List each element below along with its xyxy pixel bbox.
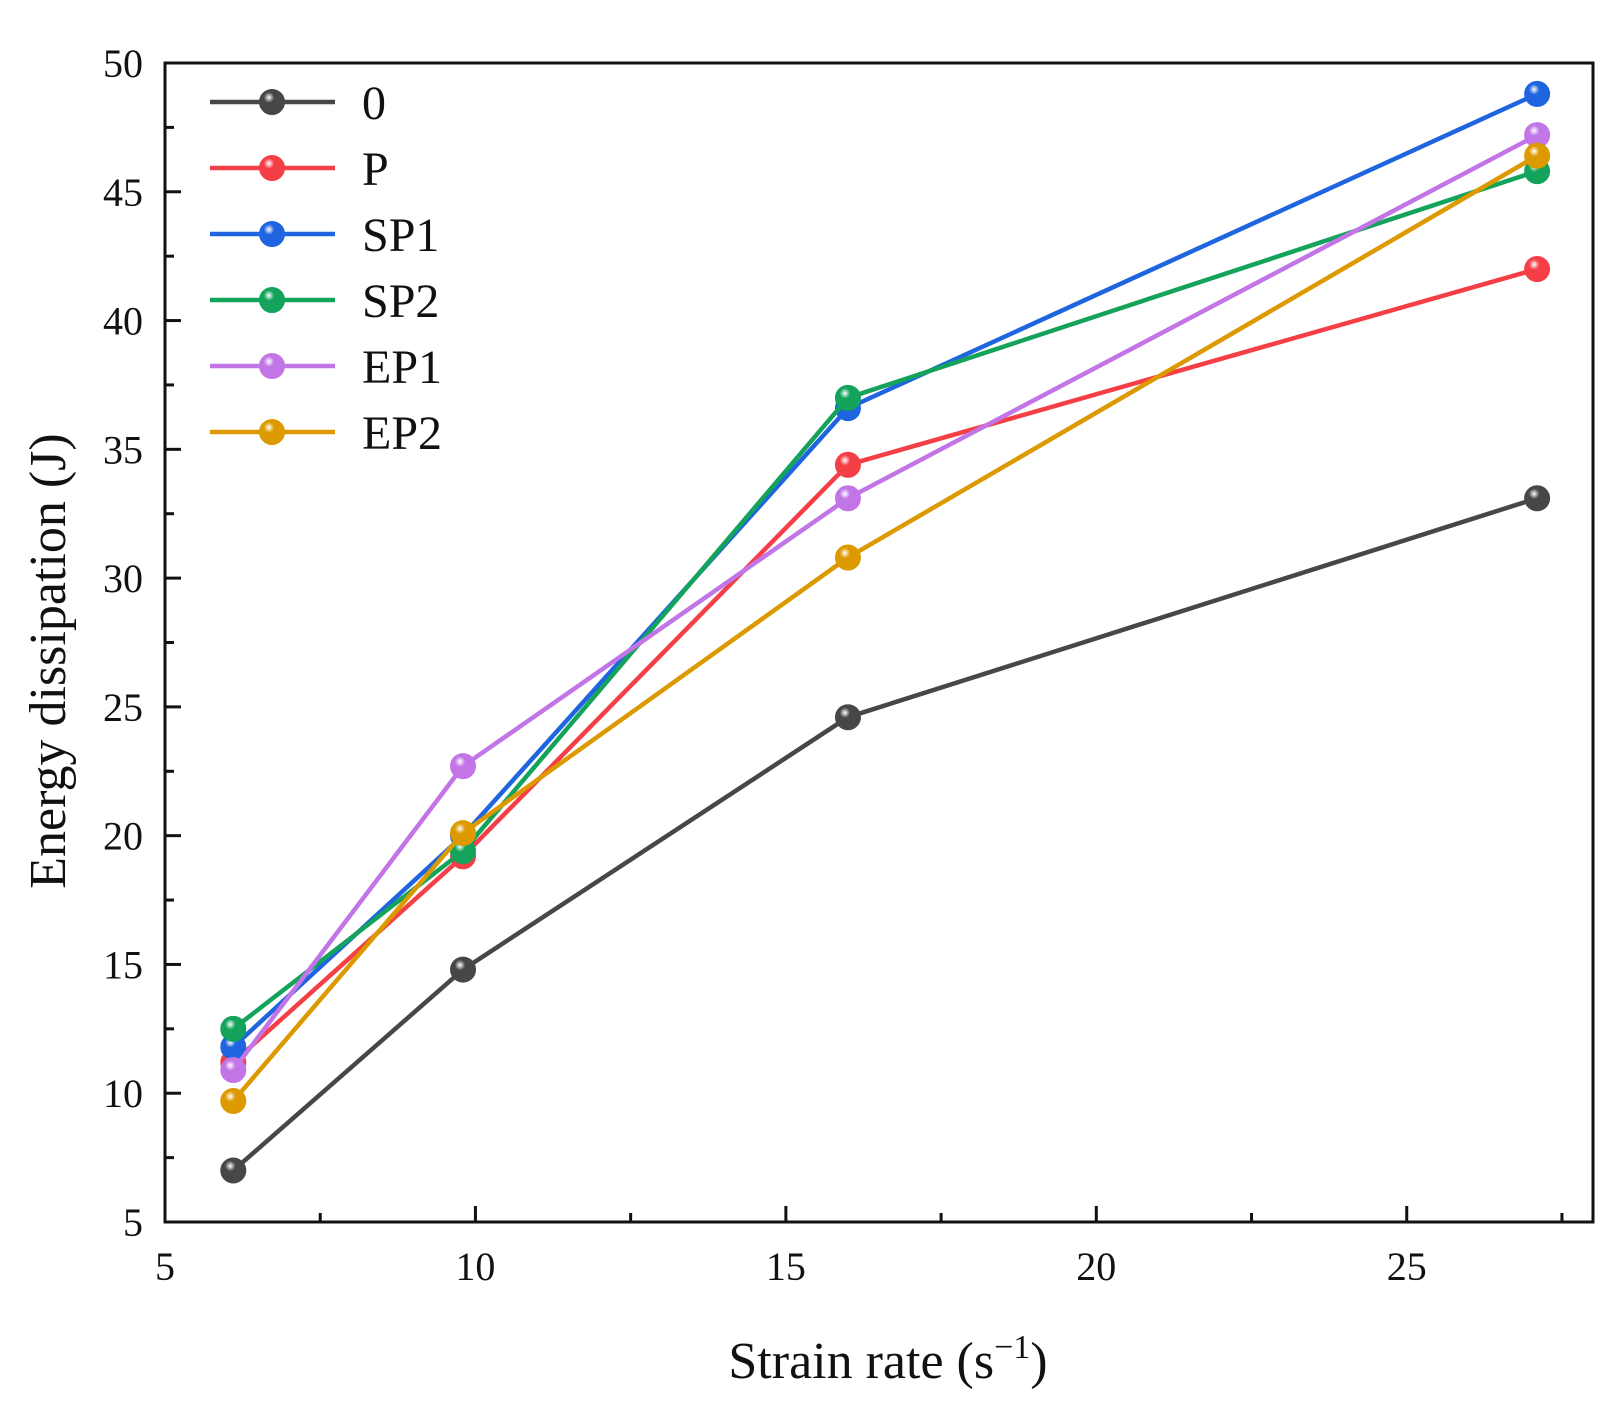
- legend-marker: [259, 353, 285, 379]
- series-ep1: [220, 122, 1551, 1084]
- legend-item: 0: [210, 77, 386, 130]
- data-point: [450, 753, 477, 780]
- x-axis-title: Strain rate (s−1): [728, 1329, 1047, 1390]
- series-line-sp2: [231, 169, 1538, 1031]
- y-tick-label: 25: [103, 685, 143, 730]
- legend-marker: [259, 89, 285, 115]
- x-axis-title-main: Strain rate (s: [728, 1333, 994, 1390]
- data-point: [834, 384, 861, 411]
- series-line-ep2: [231, 153, 1539, 1103]
- y-tick-label: 45: [103, 170, 143, 215]
- data-point: [220, 1157, 247, 1184]
- y-tick-label: 10: [103, 1071, 143, 1116]
- axes: 5 10 15 20 25 5 10 15 20 25 30 35 40 45 50: [103, 41, 1595, 1289]
- x-axis-title-end: ): [1030, 1333, 1047, 1390]
- legend-label: 0: [362, 77, 386, 130]
- data-point: [834, 704, 861, 731]
- data-point: [834, 485, 861, 512]
- y-tick-label: 5: [123, 1200, 143, 1245]
- legend-item: P: [210, 143, 389, 196]
- series-group: [220, 80, 1551, 1184]
- series-line-0: [231, 496, 1538, 1173]
- legend-item: EP2: [210, 407, 442, 460]
- y-tick-label: 20: [103, 814, 143, 859]
- legend-label: SP2: [362, 275, 439, 328]
- series-line-p: [231, 266, 1538, 1064]
- data-point: [1524, 256, 1551, 283]
- series-line-ep1: [231, 133, 1539, 1072]
- legend-marker: [259, 419, 285, 445]
- legend-marker: [259, 221, 285, 247]
- data-point: [1524, 142, 1551, 169]
- legend-marker: [259, 287, 285, 313]
- y-axis-title: Energy dissipation (J): [20, 433, 77, 888]
- legend-item: EP1: [210, 341, 442, 394]
- legend: 0 P SP1 SP2 EP1 EP2: [210, 77, 442, 460]
- legend-item: SP2: [210, 275, 439, 328]
- legend-label: EP1: [362, 341, 442, 394]
- legend-item: SP1: [210, 209, 439, 262]
- legend-marker: [259, 155, 285, 181]
- y-tick-label: 50: [103, 41, 143, 86]
- x-tick-label: 5: [155, 1244, 175, 1289]
- y-tick-label: 15: [103, 942, 143, 987]
- legend-label: EP2: [362, 407, 442, 460]
- data-point: [834, 544, 861, 571]
- x-tick-label: 10: [455, 1244, 495, 1289]
- data-point: [450, 956, 477, 983]
- data-point: [220, 1015, 247, 1042]
- series-ep2: [220, 142, 1551, 1114]
- y-tick-label: 30: [103, 556, 143, 601]
- data-point: [1524, 80, 1551, 107]
- data-point: [834, 451, 861, 478]
- x-tick-label: 25: [1387, 1244, 1427, 1289]
- x-tick-label: 15: [766, 1244, 806, 1289]
- legend-label: P: [362, 143, 389, 196]
- series-0: [220, 485, 1551, 1184]
- x-tick-label: 20: [1076, 1244, 1116, 1289]
- x-axis-title-superscript: −1: [994, 1329, 1030, 1366]
- legend-label: SP1: [362, 209, 439, 262]
- y-tick-label: 35: [103, 427, 143, 472]
- y-tick-label: 40: [103, 299, 143, 344]
- data-point: [450, 820, 477, 847]
- data-point: [1524, 485, 1551, 512]
- data-point: [220, 1057, 247, 1084]
- data-point: [220, 1087, 247, 1114]
